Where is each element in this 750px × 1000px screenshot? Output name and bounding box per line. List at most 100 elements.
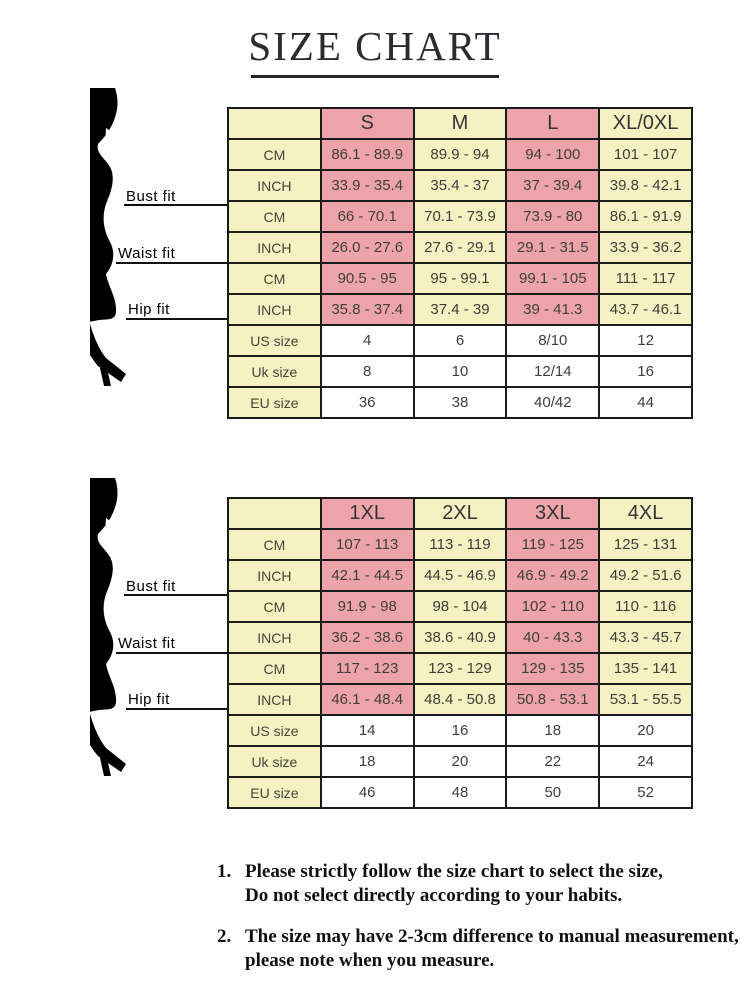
size-value-cell: 46 [319,776,415,809]
size-value-cell: 86.1 - 89.9 [319,138,415,171]
row-label: Uk size [227,355,322,388]
page-title: SIZE CHART [248,23,502,69]
size-value-cell: 33.9 - 35.4 [319,169,415,202]
note-line: Please strictly follow the size chart to… [245,861,663,882]
hip-fit-line [126,708,227,710]
size-value-cell: 8 [319,355,415,388]
note-item: 2. The size may have 2-3cm difference to… [217,925,744,974]
size-value-cell: 135 - 141 [598,652,693,685]
size-value-cell: 48 [412,776,508,809]
size-value-cell: 37 - 39.4 [505,169,601,202]
size-value-cell: 44 [598,386,693,419]
size-value-cell: 38.6 - 40.9 [412,621,508,654]
table-row-sizes: EU size 36 38 40/42 44 [227,386,693,419]
row-label: INCH [227,169,322,202]
size-value-cell: 16 [412,714,508,747]
size-value-cell: 125 - 131 [598,528,693,561]
size-value-cell: 16 [598,355,693,388]
size-value-cell: 70.1 - 73.9 [412,200,508,233]
note-number: 1. [217,861,232,882]
table-row-waist: INCH 36.2 - 38.6 38.6 - 40.9 40 - 43.3 43.3 … [227,621,693,654]
size-value-cell: 50.8 - 53.1 [505,683,601,716]
bust-fit-line [124,594,227,596]
size-value-cell: 99.1 - 105 [505,262,601,295]
table-row-hip: CM 117 - 123 123 - 129 129 - 135 135 - 141 [227,652,693,685]
column-header-M: M [412,107,508,140]
row-label: CM [227,138,322,171]
size-value-cell: 113 - 119 [412,528,508,561]
size-value-cell: 10 [412,355,508,388]
table-row-hip: CM 90.5 - 95 95 - 99.1 99.1 - 105 111 - 117 [227,262,693,295]
size-table-regular: S M L XL/0XL CM 86.1 - 89.9 89.9 - 94 94 - 100 1… [227,107,693,419]
size-value-cell: 48.4 - 50.8 [412,683,508,716]
row-label: Uk size [227,745,322,778]
row-label: CM [227,652,322,685]
size-value-cell: 44.5 - 46.9 [412,559,508,592]
size-value-cell: 40/42 [505,386,601,419]
row-label: CM [227,262,322,295]
row-label: CM [227,590,322,623]
title-block: SIZE CHART [0,22,750,78]
size-value-cell: 94 - 100 [505,138,601,171]
corner-cell [227,497,322,530]
size-value-cell: 86.1 - 91.9 [598,200,693,233]
size-value-cell: 20 [598,714,693,747]
size-value-cell: 4 [319,324,415,357]
table-row-bust: CM 86.1 - 89.9 89.9 - 94 94 - 100 101 - 107 [227,138,693,171]
size-value-cell: 129 - 135 [505,652,601,685]
size-value-cell: 46.1 - 48.4 [319,683,415,716]
row-label: CM [227,528,322,561]
note-text: Please strictly follow the size chart to… [245,860,744,909]
size-value-cell: 111 - 117 [598,262,693,295]
table-row-waist: INCH 26.0 - 27.6 27.6 - 29.1 29.1 - 31.5 33.… [227,231,693,264]
row-label: EU size [227,776,322,809]
size-value-cell: 53.1 - 55.5 [598,683,693,716]
table-row-sizes: Uk size 18 20 22 24 [227,745,693,778]
bust-fit-label: Bust fit [126,578,176,595]
size-value-cell: 39 - 41.3 [505,293,601,326]
row-label: INCH [227,231,322,264]
woman-silhouette [90,478,235,870]
size-value-cell: 8/10 [505,324,601,357]
note-item: 1. Please strictly follow the size chart… [217,860,744,909]
table-row-sizes: EU size 46 48 50 52 [227,776,693,809]
row-label: INCH [227,683,322,716]
size-value-cell: 24 [598,745,693,778]
hip-fit-label: Hip fit [128,691,170,708]
waist-fit-line [116,262,227,264]
size-value-cell: 95 - 99.1 [412,262,508,295]
table-row-waist: CM 91.9 - 98 98 - 104 102 - 110 110 - 116 [227,590,693,623]
size-value-cell: 36 [319,386,415,419]
table-row-waist: CM 66 - 70.1 70.1 - 73.9 73.9 - 80 86.1 - 91… [227,200,693,233]
size-value-cell: 6 [412,324,508,357]
size-value-cell: 52 [598,776,693,809]
size-value-cell: 33.9 - 36.2 [598,231,693,264]
size-value-cell: 90.5 - 95 [319,262,415,295]
table-row-sizes: US size 4 6 8/10 12 [227,324,693,357]
size-table-plus: 1XL 2XL 3XL 4XL CM 107 - 113 113 - 119 119 - 12… [227,497,693,809]
waist-fit-label: Waist fit [118,245,176,262]
row-label: INCH [227,621,322,654]
note-text: The size may have 2-3cm difference to ma… [245,925,744,974]
column-header-1XL: 1XL [319,497,415,530]
note-number: 2. [217,925,232,947]
size-value-cell: 40 - 43.3 [505,621,601,654]
column-header-4XL: 4XL [598,497,693,530]
note-line: please note when you measure. [245,949,495,971]
size-value-cell: 73.9 - 80 [505,200,601,233]
size-value-cell: 22 [505,745,601,778]
row-label: US size [227,324,322,357]
table-row-hip: INCH 46.1 - 48.4 48.4 - 50.8 50.8 - 53.1 53.… [227,683,693,716]
size-value-cell: 36.2 - 38.6 [319,621,415,654]
size-value-cell: 12 [598,324,693,357]
size-value-cell: 26.0 - 27.6 [319,231,415,264]
row-label: INCH [227,293,322,326]
woman-silhouette [90,88,235,480]
waist-fit-label: Waist fit [118,635,176,652]
bust-fit-label: Bust fit [126,188,176,205]
size-value-cell: 12/14 [505,355,601,388]
corner-cell [227,107,322,140]
notes-block: 1. Please strictly follow the size chart… [217,860,744,989]
column-header-3XL: 3XL [505,497,601,530]
